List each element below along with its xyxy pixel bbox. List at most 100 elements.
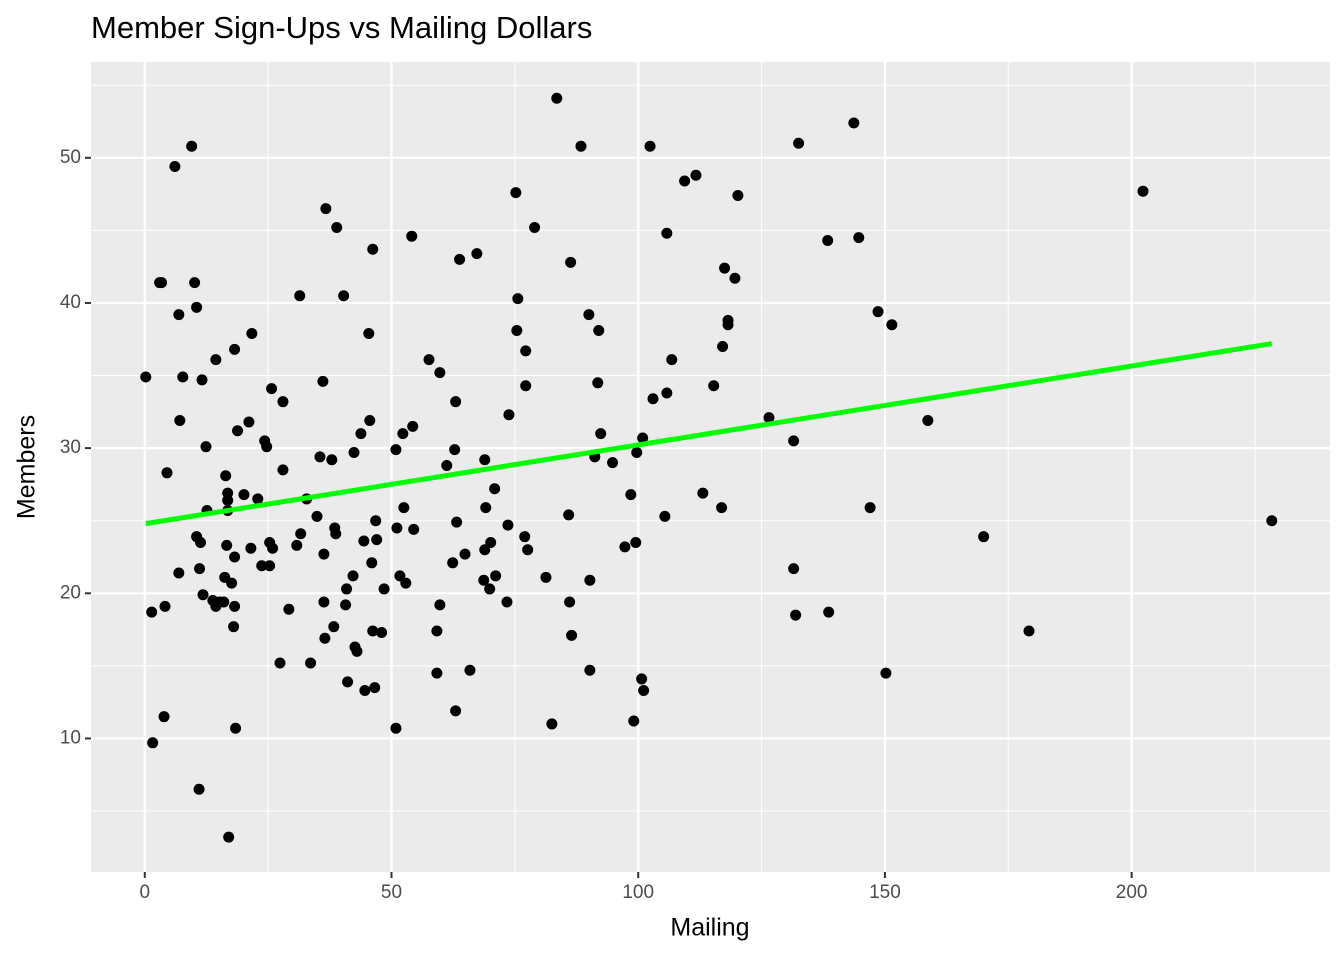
point — [464, 664, 476, 676]
point — [451, 516, 463, 528]
point — [449, 444, 461, 456]
point — [191, 301, 203, 313]
point — [607, 457, 619, 469]
point — [423, 354, 435, 366]
point — [146, 606, 158, 618]
point — [218, 596, 230, 608]
point — [628, 715, 640, 727]
point — [722, 319, 734, 331]
point — [266, 383, 278, 395]
point — [338, 290, 350, 302]
point — [364, 415, 376, 427]
point — [326, 454, 338, 466]
point — [441, 460, 453, 472]
fit-line — [145, 341, 1273, 527]
point — [291, 539, 303, 551]
point — [729, 272, 741, 284]
point — [363, 327, 375, 339]
point — [638, 685, 650, 697]
y-axis-label: Members — [13, 415, 41, 519]
point — [232, 425, 244, 437]
point — [480, 502, 492, 514]
point — [478, 574, 490, 586]
point — [583, 309, 595, 321]
point — [342, 676, 354, 688]
point — [540, 571, 552, 583]
point — [378, 583, 390, 595]
point — [159, 600, 171, 612]
point — [174, 415, 186, 427]
point — [479, 544, 491, 556]
point — [369, 682, 381, 694]
point — [484, 583, 496, 595]
point — [140, 371, 152, 383]
point — [317, 375, 329, 387]
point — [226, 577, 238, 589]
y-tick-label: 30 — [60, 437, 81, 458]
point — [328, 621, 340, 633]
point — [575, 140, 587, 152]
point — [619, 541, 631, 553]
point — [666, 354, 678, 366]
point — [631, 446, 643, 458]
point — [512, 293, 524, 305]
point — [156, 277, 168, 289]
x-tick-label: 100 — [622, 882, 654, 903]
point — [501, 596, 513, 608]
point — [371, 534, 383, 546]
point — [274, 657, 286, 669]
point — [485, 536, 497, 548]
point — [358, 535, 370, 547]
point — [210, 354, 222, 366]
point — [434, 599, 446, 611]
point — [294, 290, 306, 302]
point — [636, 673, 648, 685]
point — [978, 531, 990, 543]
point — [330, 528, 342, 540]
point — [584, 574, 596, 586]
point — [267, 542, 279, 554]
point — [173, 567, 185, 579]
point — [593, 325, 605, 337]
point — [193, 783, 205, 795]
point — [584, 664, 596, 676]
point — [732, 190, 744, 202]
x-tick-label: 150 — [869, 882, 901, 903]
point — [197, 589, 209, 601]
point — [331, 221, 343, 233]
point — [229, 343, 241, 355]
point — [661, 387, 673, 399]
point — [520, 345, 532, 357]
y-tick-label: 40 — [60, 292, 81, 313]
point — [277, 464, 289, 476]
point — [565, 256, 577, 268]
point — [564, 596, 576, 608]
point — [351, 645, 363, 657]
panel — [91, 62, 1330, 872]
point — [719, 262, 731, 274]
point — [314, 451, 326, 463]
point — [256, 560, 268, 572]
point — [367, 625, 379, 637]
point — [625, 489, 637, 501]
point — [647, 393, 659, 405]
point — [169, 161, 181, 173]
point — [511, 325, 523, 337]
point — [793, 137, 805, 149]
point — [408, 523, 420, 535]
y-tick-label: 50 — [60, 147, 81, 168]
point — [340, 599, 352, 611]
point — [355, 428, 367, 440]
point — [503, 409, 515, 421]
point — [519, 531, 531, 543]
point — [366, 557, 378, 569]
point — [173, 309, 185, 321]
x-axis-label: Mailing — [670, 914, 749, 942]
y-tick-label: 10 — [60, 727, 81, 748]
point — [186, 140, 198, 152]
point — [546, 718, 558, 730]
point — [189, 277, 201, 289]
point — [479, 454, 491, 466]
